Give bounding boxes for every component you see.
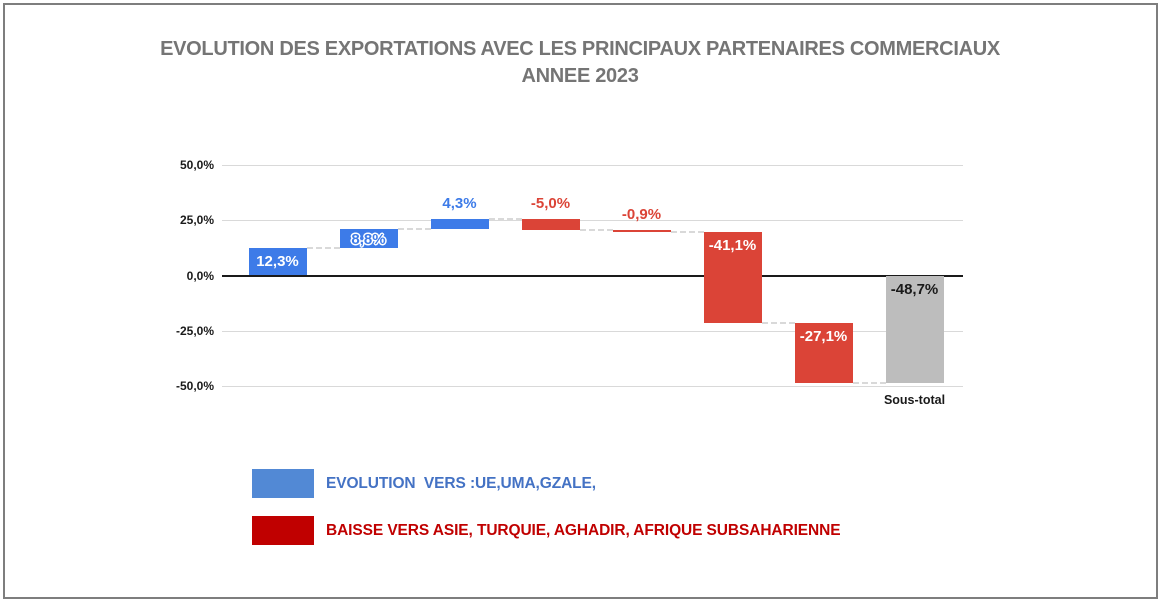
x-axis-category-label: Sous-total <box>883 393 946 407</box>
y-axis-tick-label: 50,0% <box>179 158 214 172</box>
connector-line <box>761 322 795 325</box>
bar-value-label: 12,3% <box>256 253 299 271</box>
zero-axis-line <box>222 274 963 277</box>
waterfall-bar <box>703 232 762 324</box>
connector-line <box>306 247 340 250</box>
chart-title-line2: ANNEE 2023 <box>521 65 639 87</box>
chart-legend: EVOLUTION VERS :UE,UMA,GZALE, BAISSE VER… <box>252 469 841 563</box>
connector-line <box>852 382 886 385</box>
legend-item-baisse: BAISSE VERS ASIE, TURQUIE, AGHADIR, AFRI… <box>252 516 841 545</box>
y-axis-tick-label: 25,0% <box>179 213 214 228</box>
bar-value-label: -5,0% <box>530 195 571 213</box>
gridline <box>222 165 963 166</box>
bar-value-label: -41,1% <box>708 237 757 255</box>
waterfall-bar <box>885 275 944 384</box>
bar-value-label: -27,1% <box>799 328 848 346</box>
waterfall-bar <box>430 219 489 229</box>
bar-value-label: 8,8% <box>351 230 386 248</box>
chart-title-line1: EVOLUTION DES EXPORTATIONS AVEC LES PRIN… <box>160 38 1000 60</box>
y-axis-tick-label: -25,0% <box>175 323 214 338</box>
connector-line <box>397 227 431 230</box>
chart-title: EVOLUTION DES EXPORTATIONS AVEC LES PRIN… <box>0 36 1160 90</box>
legend-label-evolution: EVOLUTION VERS :UE,UMA,GZALE, <box>326 474 596 492</box>
connector-line <box>488 218 522 221</box>
gridline <box>222 386 963 387</box>
waterfall-bar <box>248 248 307 276</box>
bar-value-label: -48,7% <box>890 280 939 298</box>
legend-label-baisse: BAISSE VERS ASIE, TURQUIE, AGHADIR, AFRI… <box>326 521 841 539</box>
connector-line <box>670 231 704 234</box>
y-axis-tick-label: -50,0% <box>175 379 214 393</box>
gridline <box>222 220 963 222</box>
legend-item-evolution: EVOLUTION VERS :UE,UMA,GZALE, <box>252 469 840 498</box>
y-axis-tick-label: 0,0% <box>186 268 214 283</box>
gridline <box>222 330 963 332</box>
legend-swatch-evolution <box>252 469 314 498</box>
bar-value-label: -0,9% <box>621 206 662 224</box>
legend-swatch-baisse <box>252 516 314 545</box>
connector-line <box>579 229 613 232</box>
waterfall-bar <box>794 323 853 384</box>
waterfall-bar <box>339 228 398 249</box>
bar-value-label: 4,3% <box>442 195 477 213</box>
waterfall-bar <box>612 230 671 233</box>
waterfall-bar <box>521 219 580 231</box>
